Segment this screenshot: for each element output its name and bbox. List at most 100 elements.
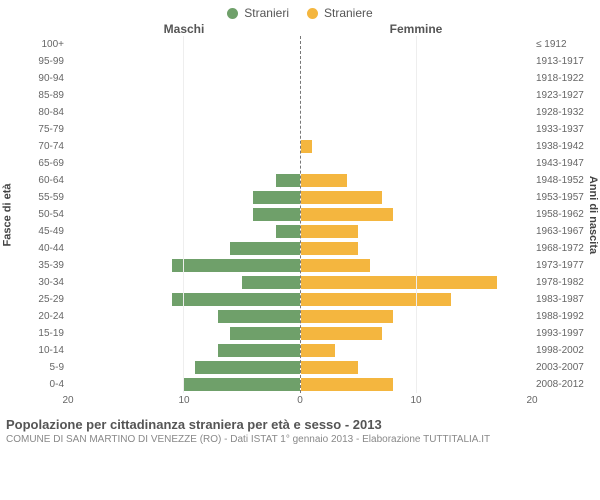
x-tick: 10 (410, 395, 421, 406)
bar-row (301, 36, 533, 53)
bar-row (68, 223, 300, 240)
chart-subtitle: COMUNE DI SAN MARTINO DI VENEZZE (RO) - … (6, 434, 594, 445)
x-tick: 20 (526, 395, 537, 406)
bar-row (68, 172, 300, 189)
birth-year-label: 1918-1922 (532, 70, 586, 87)
bar-row (301, 223, 533, 240)
legend-swatch-female (307, 8, 318, 19)
age-group-labels: 100+95-9990-9485-8980-8475-7970-7465-696… (14, 36, 68, 393)
age-label: 55-59 (14, 189, 68, 206)
bar-male (172, 259, 299, 272)
chart-grid: Fasce di età 100+95-9990-9485-8980-8475-… (0, 36, 600, 393)
age-label: 50-54 (14, 206, 68, 223)
bar-row (68, 121, 300, 138)
birth-year-label: 1983-1987 (532, 291, 586, 308)
bar-row (68, 36, 300, 53)
age-label: 0-4 (14, 376, 68, 393)
age-label: 25-29 (14, 291, 68, 308)
birth-year-labels: ≤ 19121913-19171918-19221923-19271928-19… (532, 36, 586, 393)
birth-year-label: 1948-1952 (532, 172, 586, 189)
bar-female (301, 191, 382, 204)
bar-female (301, 378, 394, 391)
birth-year-label: 1968-1972 (532, 240, 586, 257)
bar-row (68, 325, 300, 342)
bar-row (301, 342, 533, 359)
legend-swatch-male (227, 8, 238, 19)
age-label: 5-9 (14, 359, 68, 376)
bar-row (68, 308, 300, 325)
age-label: 85-89 (14, 87, 68, 104)
bar-row (68, 257, 300, 274)
bar-row (301, 70, 533, 87)
bar-male (184, 378, 300, 391)
birth-year-label: 1938-1942 (532, 138, 586, 155)
bar-row (301, 308, 533, 325)
age-label: 15-19 (14, 325, 68, 342)
age-label: 75-79 (14, 121, 68, 138)
bar-row (68, 189, 300, 206)
legend-item-female: Straniere (307, 6, 373, 20)
age-label: 20-24 (14, 308, 68, 325)
bar-row (68, 376, 300, 393)
bar-row (301, 206, 533, 223)
age-label: 90-94 (14, 70, 68, 87)
age-label: 65-69 (14, 155, 68, 172)
legend-item-male: Stranieri (227, 6, 289, 20)
birth-year-label: 1953-1957 (532, 189, 586, 206)
bars-male (68, 36, 301, 393)
population-pyramid-chart: Stranieri Straniere Maschi Femmine Fasce… (0, 0, 600, 449)
bar-male (230, 327, 299, 340)
legend: Stranieri Straniere (0, 0, 600, 22)
bar-male (172, 293, 299, 306)
bar-row (68, 138, 300, 155)
age-label: 40-44 (14, 240, 68, 257)
bar-row (301, 240, 533, 257)
age-label: 80-84 (14, 104, 68, 121)
bar-row (301, 121, 533, 138)
bar-female (301, 208, 394, 221)
bar-row (301, 359, 533, 376)
bar-row (68, 274, 300, 291)
bar-female (301, 310, 394, 323)
bar-row (68, 206, 300, 223)
birth-year-label: ≤ 1912 (532, 36, 586, 53)
bar-male (253, 208, 299, 221)
bar-male (242, 276, 300, 289)
column-header-female: Femmine (300, 22, 532, 36)
birth-year-label: 1958-1962 (532, 206, 586, 223)
birth-year-label: 1973-1977 (532, 257, 586, 274)
x-axis: 20100 1020 (0, 395, 600, 411)
bar-row (68, 291, 300, 308)
bar-row (301, 291, 533, 308)
bar-male (218, 344, 299, 357)
age-label: 30-34 (14, 274, 68, 291)
bar-female (301, 293, 451, 306)
birth-year-label: 2008-2012 (532, 376, 586, 393)
x-tick: 10 (178, 395, 189, 406)
age-label: 70-74 (14, 138, 68, 155)
bar-female (301, 259, 370, 272)
bar-female (301, 140, 313, 153)
bar-female (301, 361, 359, 374)
bar-female (301, 276, 498, 289)
age-label: 35-39 (14, 257, 68, 274)
bar-male (195, 361, 299, 374)
age-label: 60-64 (14, 172, 68, 189)
birth-year-label: 1943-1947 (532, 155, 586, 172)
bar-row (301, 376, 533, 393)
birth-year-label: 1933-1937 (532, 121, 586, 138)
bar-male (253, 191, 299, 204)
chart-footer: Popolazione per cittadinanza straniera p… (0, 411, 600, 449)
chart-title: Popolazione per cittadinanza straniera p… (6, 417, 594, 432)
bar-female (301, 327, 382, 340)
bar-female (301, 344, 336, 357)
legend-label-male: Stranieri (244, 6, 289, 20)
age-label: 100+ (14, 36, 68, 53)
birth-year-label: 1988-1992 (532, 308, 586, 325)
age-label: 45-49 (14, 223, 68, 240)
bar-row (301, 53, 533, 70)
bar-row (68, 87, 300, 104)
birth-year-label: 1923-1927 (532, 87, 586, 104)
bar-female (301, 242, 359, 255)
bar-row (301, 155, 533, 172)
